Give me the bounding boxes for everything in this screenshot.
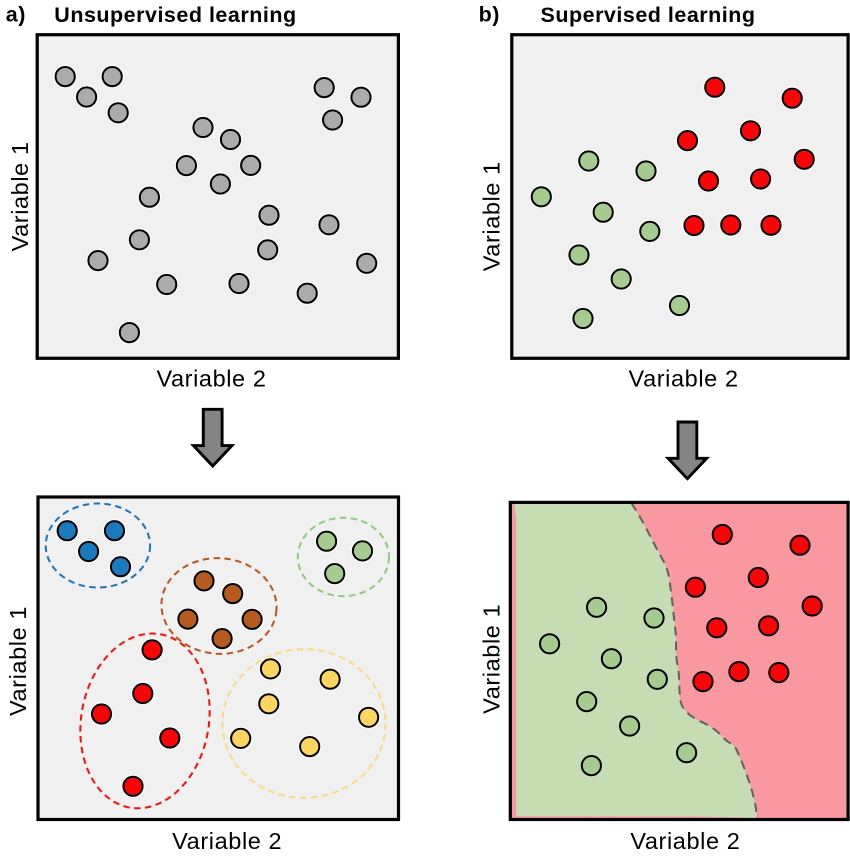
svg-text:Variable 2: Variable 2 [156, 366, 266, 392]
svg-text:Variable 1: Variable 1 [7, 141, 33, 251]
svg-text:Variable 1: Variable 1 [478, 604, 504, 714]
svg-text:Variable 2: Variable 2 [629, 366, 739, 392]
svg-text:Supervised learning: Supervised learning [541, 3, 756, 27]
svg-text:Unsupervised learning: Unsupervised learning [54, 3, 296, 27]
svg-text:Variable 1: Variable 1 [478, 161, 504, 271]
svg-text:a): a) [6, 2, 26, 26]
svg-text:Variable 1: Variable 1 [5, 606, 31, 716]
svg-text:Variable 2: Variable 2 [172, 828, 282, 854]
svg-text:Variable 2: Variable 2 [630, 828, 740, 854]
svg-text:b): b) [479, 2, 500, 26]
